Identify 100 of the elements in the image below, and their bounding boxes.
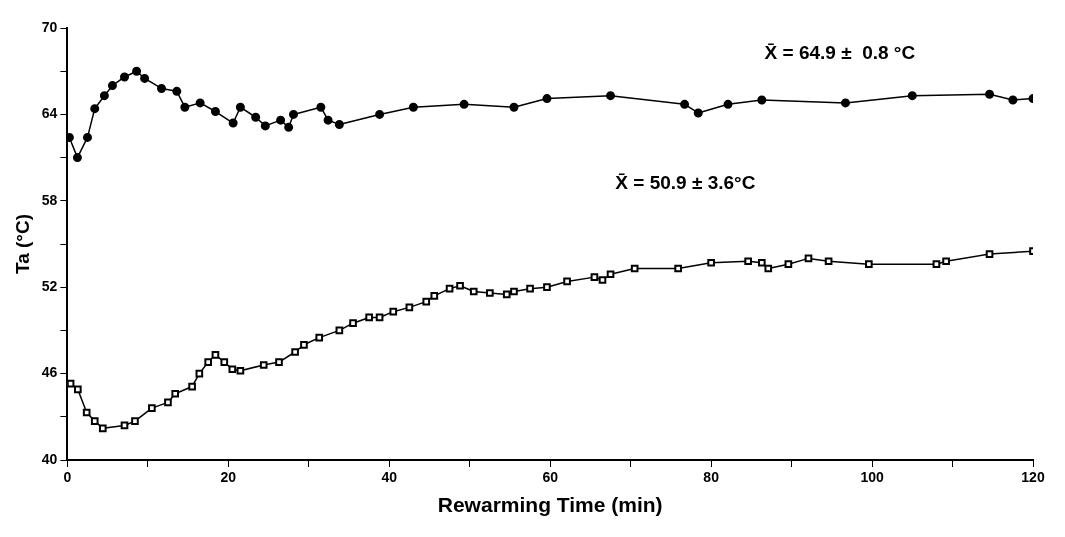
point xyxy=(98,424,107,433)
x-tick-label: 120 xyxy=(1021,469,1045,486)
point xyxy=(74,385,82,394)
point xyxy=(543,283,551,292)
point xyxy=(784,260,793,268)
y-tick-label: 52 xyxy=(41,278,58,295)
point xyxy=(275,358,283,366)
point xyxy=(757,95,767,105)
point xyxy=(220,358,229,366)
point xyxy=(284,122,294,132)
point xyxy=(349,319,357,328)
point xyxy=(942,257,950,266)
x-tick-label: 20 xyxy=(220,469,237,486)
x-tick-label: 0 xyxy=(63,469,72,486)
point xyxy=(82,408,91,417)
y-tick-label: 70 xyxy=(41,18,58,35)
point xyxy=(235,102,245,112)
point xyxy=(486,289,494,297)
point xyxy=(598,276,607,284)
point xyxy=(502,290,511,299)
point xyxy=(90,104,100,114)
point xyxy=(985,250,994,258)
point xyxy=(365,313,373,322)
point xyxy=(693,108,703,118)
point xyxy=(131,417,139,425)
point xyxy=(164,398,172,407)
x-tick-label: 40 xyxy=(381,469,398,486)
point xyxy=(180,102,190,112)
point xyxy=(171,389,180,398)
point xyxy=(188,382,196,391)
point xyxy=(157,83,167,93)
point xyxy=(408,102,418,112)
point xyxy=(251,112,261,122)
point xyxy=(140,73,150,83)
point xyxy=(323,115,333,125)
point xyxy=(907,91,917,101)
point xyxy=(276,115,286,125)
point xyxy=(195,98,205,108)
point xyxy=(99,91,109,101)
point xyxy=(606,91,616,101)
point xyxy=(288,109,298,119)
point xyxy=(389,307,398,316)
point xyxy=(120,72,130,82)
point xyxy=(1008,95,1018,105)
x-tick-label: 100 xyxy=(860,469,884,486)
point xyxy=(469,287,478,296)
point xyxy=(680,99,690,109)
point xyxy=(375,109,385,119)
point xyxy=(334,119,344,129)
point xyxy=(526,284,534,293)
point xyxy=(841,98,851,108)
y-tick-label: 64 xyxy=(41,105,58,122)
point xyxy=(510,287,518,296)
point xyxy=(172,86,182,96)
y-tick-label: 58 xyxy=(41,191,58,208)
point xyxy=(542,94,552,104)
annotation: X̄ = 64.9 ± 0.8 °C xyxy=(764,42,916,64)
point xyxy=(228,365,237,374)
point xyxy=(932,260,941,268)
point xyxy=(456,281,464,290)
point xyxy=(590,273,599,281)
annotation: X̄ = 50.9 ± 3.6°C xyxy=(615,171,756,193)
point xyxy=(204,358,213,366)
y-axis-title: Ta (°C) xyxy=(11,213,33,275)
point xyxy=(72,153,82,163)
point xyxy=(132,66,142,76)
point xyxy=(630,264,639,273)
point xyxy=(430,292,439,300)
point xyxy=(228,118,238,128)
point xyxy=(707,258,715,267)
point xyxy=(985,89,995,99)
point xyxy=(824,257,833,266)
point xyxy=(148,404,156,412)
point xyxy=(90,417,99,425)
point xyxy=(236,366,245,375)
point xyxy=(563,277,571,286)
point xyxy=(260,121,270,131)
point xyxy=(259,361,268,369)
x-axis-title: Rewarming Time (min) xyxy=(437,493,663,517)
point xyxy=(315,333,324,342)
point xyxy=(82,132,92,142)
point xyxy=(210,107,220,117)
point xyxy=(764,264,773,273)
point xyxy=(674,264,682,273)
point xyxy=(422,297,431,306)
point xyxy=(107,81,117,91)
x-tick-label: 80 xyxy=(703,469,720,486)
point xyxy=(744,257,752,266)
point xyxy=(757,258,766,267)
point xyxy=(606,270,615,279)
point xyxy=(67,379,75,388)
point xyxy=(509,102,519,112)
y-tick-label: 40 xyxy=(41,450,58,467)
point xyxy=(211,351,220,359)
y-tick-label: 46 xyxy=(41,364,58,381)
point xyxy=(865,260,873,268)
point xyxy=(723,99,733,109)
point xyxy=(459,99,469,109)
x-tick-label: 60 xyxy=(542,469,559,486)
point xyxy=(316,102,326,112)
